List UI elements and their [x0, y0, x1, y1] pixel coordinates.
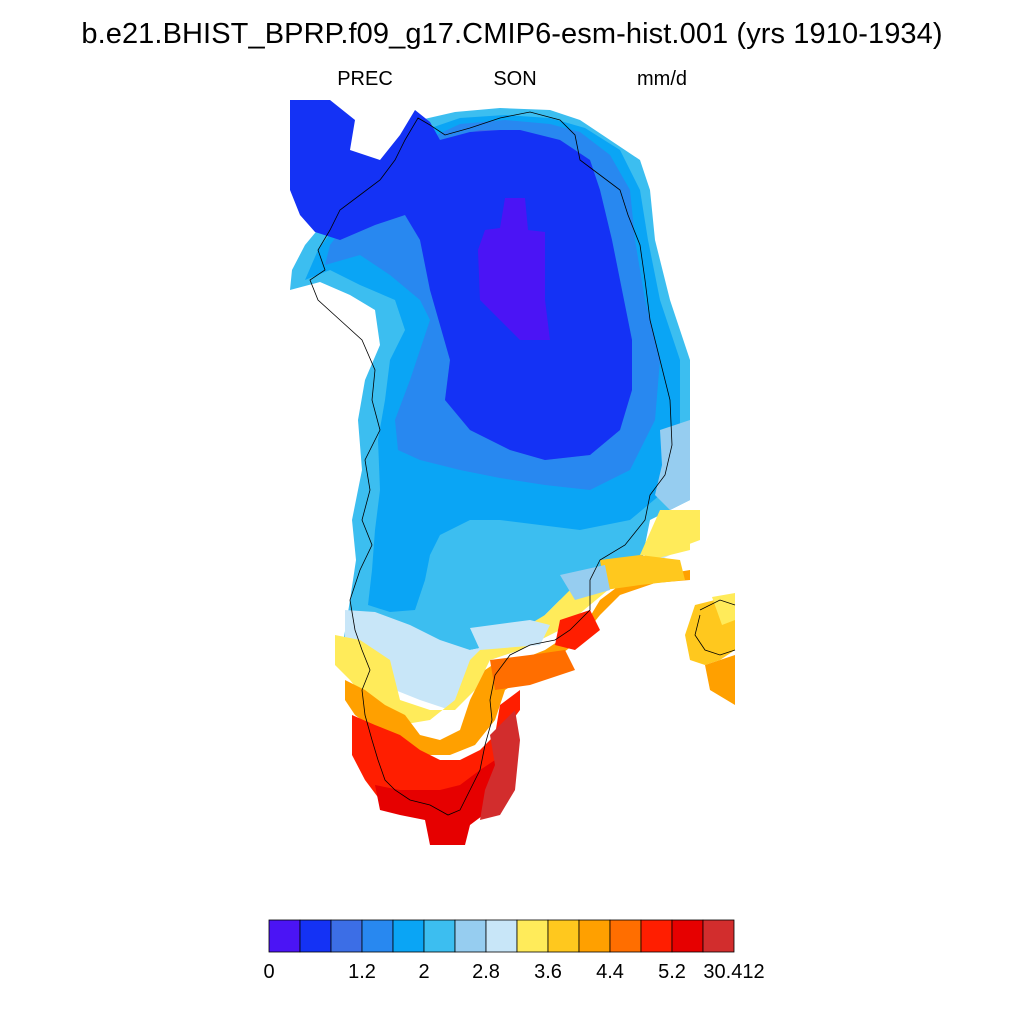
colorbar-swatch	[640, 919, 673, 953]
field-region	[345, 520, 690, 710]
colorbar-swatch	[485, 919, 518, 953]
precip-field	[290, 100, 735, 845]
colorbar	[268, 919, 735, 953]
field-region	[600, 555, 685, 590]
colorbar-tick-label: 1.2	[348, 961, 376, 983]
field-region	[640, 510, 700, 555]
season-label: SON	[493, 68, 537, 90]
colorbar-swatch	[268, 919, 301, 953]
colorbar-swatch	[454, 919, 487, 953]
colorbar-swatch	[330, 919, 363, 953]
colorbar-tick-label: 5.2	[658, 961, 686, 983]
colorbar-tick-label: 3.6	[534, 961, 562, 983]
colorbar-tick-label: 4.4	[596, 961, 624, 983]
colorbar-swatch	[423, 919, 456, 953]
field-region	[655, 420, 690, 510]
colorbar-tick-label: 2.8	[472, 961, 500, 983]
figure-title: b.e21.BHIST_BPRP.f09_g17.CMIP6-esm-hist.…	[81, 18, 943, 50]
field-region	[560, 565, 610, 600]
coastline	[309, 111, 736, 816]
colorbar-swatch	[702, 919, 735, 953]
colorbar-swatch	[547, 919, 580, 953]
variable-label: PREC	[337, 68, 393, 90]
iceland-coastline	[694, 599, 736, 656]
colorbar-swatch	[392, 919, 425, 953]
field-region	[555, 610, 600, 650]
field-region	[290, 100, 632, 460]
colorbar-swatch	[578, 919, 611, 953]
colorbar-swatch	[609, 919, 642, 953]
field-region	[478, 198, 550, 340]
colorbar-tick-label: 30.412	[703, 961, 765, 983]
field-region	[490, 650, 575, 690]
field-region	[480, 710, 520, 820]
units-label: mm/d	[637, 68, 687, 90]
colorbar-tick-label: 0	[263, 961, 275, 983]
greenland-coastline	[309, 111, 673, 816]
colorbar-swatch	[361, 919, 394, 953]
colorbar-tick-label: 2	[418, 961, 430, 983]
colorbar-swatch	[516, 919, 549, 953]
field-region	[470, 620, 550, 650]
field-region	[705, 655, 735, 705]
colorbar-swatch	[299, 919, 332, 953]
colorbar-swatch	[671, 919, 704, 953]
field-region	[375, 760, 500, 845]
